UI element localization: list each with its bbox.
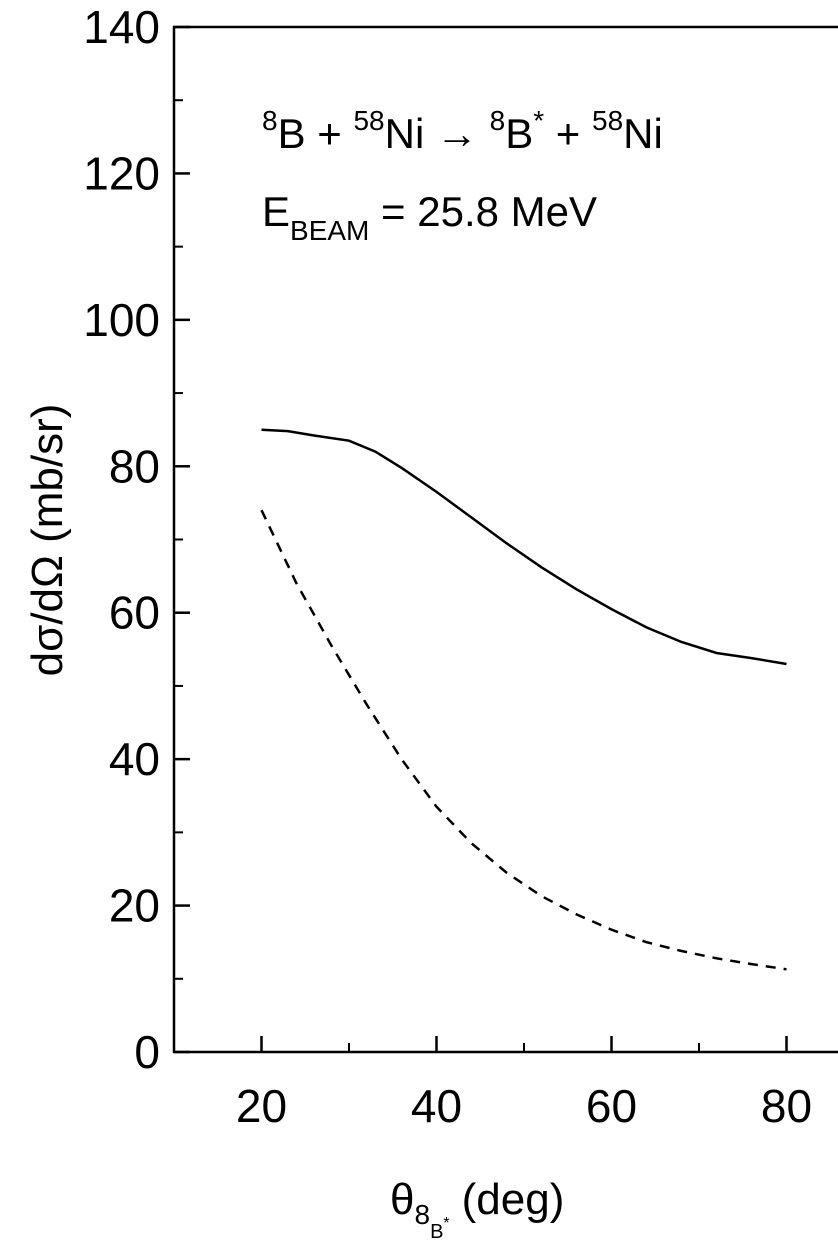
series-layer <box>260 428 787 971</box>
y-tick-label: 100 <box>83 294 160 346</box>
y-tick-label: 0 <box>134 1026 160 1078</box>
y-tick-label: 80 <box>109 440 160 492</box>
y-tick-label: 20 <box>109 880 160 932</box>
x-axis-title: θ8B* (deg) <box>390 1175 564 1243</box>
x-tick-label: 80 <box>761 1080 812 1132</box>
y-tick-label: 60 <box>109 587 160 639</box>
dashed-series-line <box>260 509 787 971</box>
ticks-layer: 0 20 40 60 80 100 120 140 20 40 60 80 <box>83 1 812 1132</box>
beam-energy-annotation: EBEAM = 25.8 MeV <box>262 188 597 246</box>
y-tick-label: 40 <box>109 733 160 785</box>
x-tick-label: 60 <box>586 1080 637 1132</box>
y-axis-title: dσ/dΩ (mb/sr) <box>23 404 72 677</box>
plot-frame <box>172 25 838 1054</box>
x-tick-label: 20 <box>236 1080 287 1132</box>
y-tick-label: 120 <box>83 147 160 199</box>
solid-series-line <box>261 428 787 666</box>
reaction-annotation: 8B + 58Ni → 8B* + 58Ni <box>262 105 663 157</box>
x-tick-label: 40 <box>411 1080 462 1132</box>
y-tick-label: 140 <box>83 1 160 53</box>
